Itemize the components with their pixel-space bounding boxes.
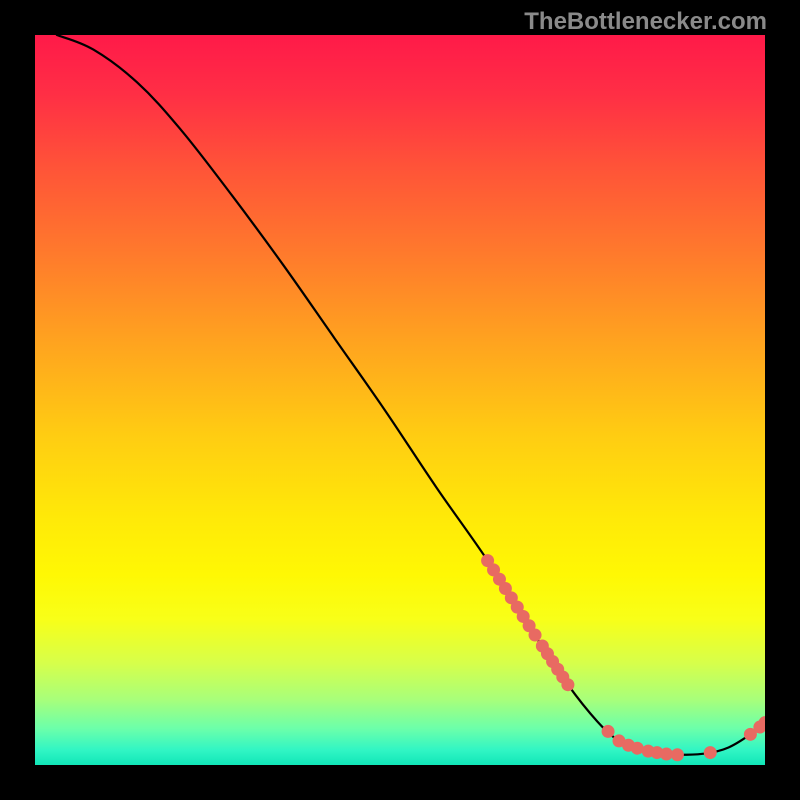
data-marker	[561, 678, 574, 691]
data-marker	[704, 746, 717, 759]
plot-area	[35, 35, 765, 765]
chart-stage: TheBottlenecker.com	[0, 0, 800, 800]
gradient-background	[35, 35, 765, 765]
data-marker	[602, 725, 615, 738]
data-marker	[671, 748, 684, 761]
data-marker	[529, 629, 542, 642]
data-marker	[631, 742, 644, 755]
plot-svg	[35, 35, 765, 765]
watermark-text: TheBottlenecker.com	[524, 8, 767, 36]
